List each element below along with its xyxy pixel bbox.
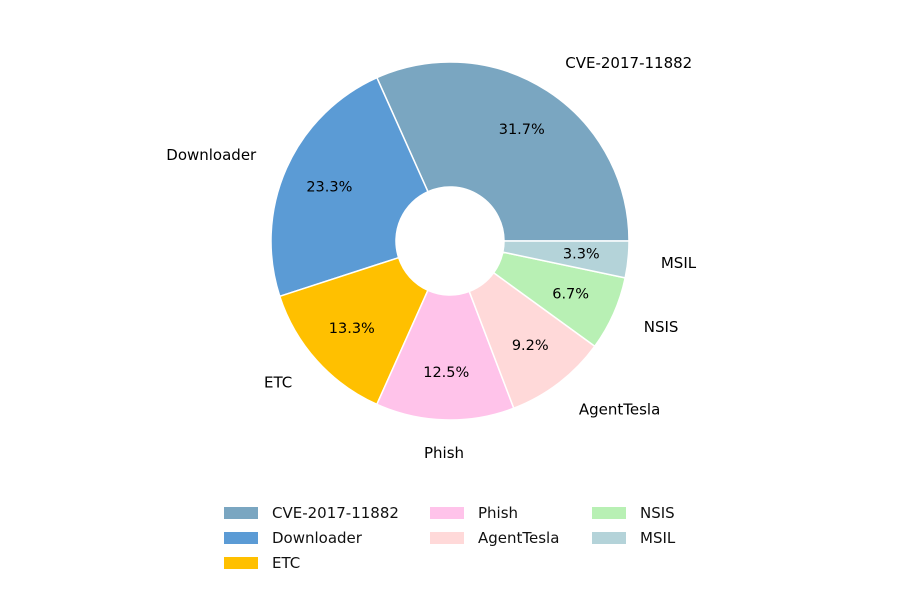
legend-swatch [592, 531, 626, 544]
legend-item: AgentTesla [430, 525, 559, 550]
slice-label: NSIS [644, 318, 679, 336]
legend-swatch [224, 531, 258, 544]
slice-phish [375, 289, 515, 421]
donut-chart: 31.7% 23.3% 13.3% 12.5% 9.2% 6.7% 3.3% CVE-201… [166, 54, 696, 462]
slice-label: CVE-2017-11882 [565, 54, 692, 72]
legend-item: Downloader [224, 525, 399, 550]
percentage-label: 12.5% [423, 365, 469, 381]
legend-swatch [224, 506, 258, 519]
legend-item: MSIL [592, 525, 675, 550]
legend-item: Phish [430, 500, 559, 525]
legend-swatch [592, 506, 626, 519]
legend-label: ETC [272, 553, 301, 572]
slice-label: AgentTesla [579, 400, 660, 418]
legend-label: Downloader [272, 528, 362, 547]
slice-label: MSIL [661, 254, 697, 272]
pie-slices [270, 61, 630, 421]
percentage-label: 31.7% [499, 122, 545, 138]
slice-label: Downloader [166, 146, 257, 164]
legend-label: NSIS [640, 503, 675, 522]
slice-cve-2017-11882 [375, 61, 630, 242]
legend-swatch [430, 531, 464, 544]
legend-column: Phish AgentTesla [430, 500, 559, 550]
legend-swatch [224, 556, 258, 569]
slice-downloader [270, 76, 429, 298]
slice-label: Phish [424, 444, 464, 462]
slice-msil [501, 240, 630, 279]
legend-item: ETC [224, 550, 399, 575]
slice-etc [278, 256, 429, 406]
percentage-label: 3.3% [563, 247, 600, 263]
percentage-label: 13.3% [329, 321, 375, 337]
percentage-label: 23.3% [306, 179, 352, 195]
legend-item: NSIS [592, 500, 675, 525]
legend-label: Phish [478, 503, 519, 522]
legend-column: NSIS MSIL [592, 500, 675, 550]
legend-column: CVE-2017-11882 Downloader ETC [224, 500, 399, 575]
percentage-label: 6.7% [552, 287, 589, 303]
legend-label: AgentTesla [478, 528, 560, 547]
percentage-labels: 31.7% 23.3% 13.3% 12.5% 9.2% 6.7% 3.3% [306, 122, 599, 381]
legend-label: MSIL [640, 528, 676, 547]
slice-label: ETC [264, 374, 292, 392]
legend-label: CVE-2017-11882 [272, 503, 399, 522]
legend-swatch [430, 506, 464, 519]
legend: CVE-2017-11882 Downloader ETC Phish Agen… [224, 500, 694, 575]
percentage-label: 9.2% [512, 338, 549, 354]
legend-item: CVE-2017-11882 [224, 500, 399, 525]
slice-labels: CVE-2017-11882 Downloader ETC Phish AgentTes… [166, 54, 696, 462]
